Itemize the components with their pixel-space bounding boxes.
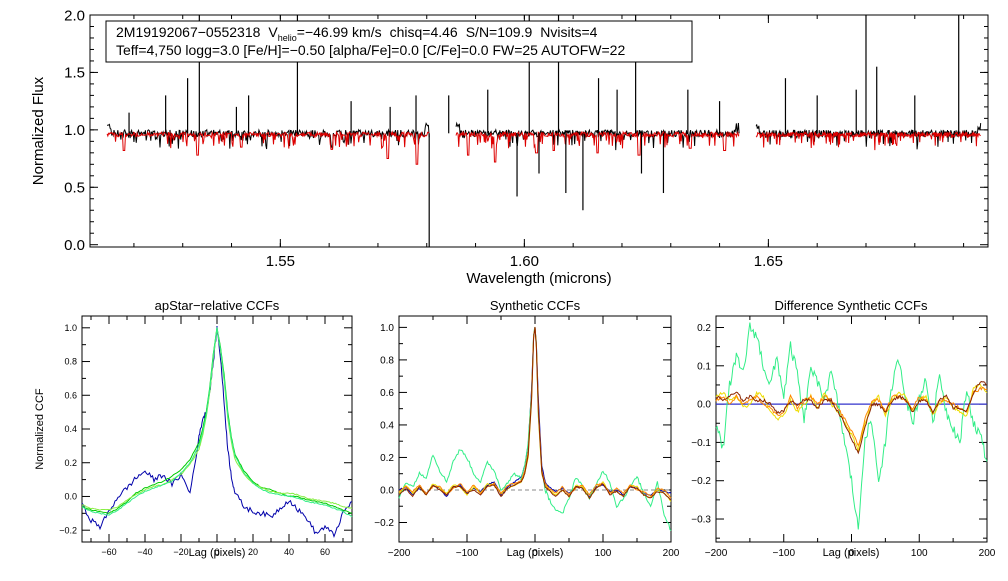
info-box: 2M19192067−0552318 Vhelio=−46.99 km/s chis…: [105, 20, 693, 63]
vhelio-value: =−46.99 km/s: [297, 24, 382, 40]
ccf3-ticks: −200 −100 0 100 200 −0.3 −0.2 −0.1 0.0 0.1 0.2: [691, 316, 996, 559]
ccf3-xtick-label: 100: [911, 548, 928, 559]
ccf1-xtick-label: 0: [214, 547, 219, 557]
spectrum-ticks: 1.55 1.60 1.65 0.0 0.5 1.0 1.5 2.0: [64, 7, 988, 270]
ccf3-title: Difference Synthetic CCFs: [775, 298, 928, 313]
ccf3-series-3: [715, 383, 988, 452]
ccf1-ytick-label: 0.2: [64, 458, 77, 468]
ccf1-series-1: [81, 325, 353, 538]
ccf3-lines: [715, 322, 988, 530]
spectrum-ytick-label: 1.0: [64, 122, 85, 139]
vhelio-subscript: helio: [278, 33, 297, 43]
ccf3-xtick-label: 0: [849, 548, 855, 559]
spectrum-xtick-label: 1.55: [266, 253, 295, 270]
ccf3-series-2: [715, 322, 988, 530]
nvisits-label: Nvisits=4: [540, 24, 597, 40]
ccf3-ytick-label: −0.3: [691, 515, 711, 526]
ccf3-xtick-label: −100: [772, 548, 795, 559]
star-id: 2M19192067−0552318: [116, 24, 261, 40]
observed-spectrum-chip-3: [755, 123, 982, 150]
ccf1-xtick-label: 20: [248, 547, 258, 557]
ccf1-xtick-label: −60: [101, 547, 116, 557]
model-spectrum-chip-2: [455, 130, 740, 163]
ccf2-series-5: [398, 326, 672, 501]
ccf2-xtick-label: −200: [388, 548, 411, 559]
ccf2-axes-frame: [398, 315, 672, 543]
ccf3-ytick-label: 0.0: [697, 400, 711, 411]
ccf1-xlabel: Lag (pixels): [189, 547, 246, 559]
ccf2-xtick-label: 100: [595, 548, 612, 559]
ccf3-xlabel: Lag (pixels): [823, 547, 880, 559]
info-box-frame: [105, 20, 693, 63]
ccf2-ytick-label: 0.4: [380, 420, 394, 431]
ccf3-ytick-label: 0.1: [697, 361, 711, 372]
ccf1-xtick-label: 60: [320, 547, 330, 557]
ccf2-series-3: [398, 327, 672, 502]
ccf2-ytick-label: −0.2: [374, 518, 394, 529]
ccf3-ytick-label: −0.2: [691, 476, 711, 487]
sn-label: S/N=109.9: [466, 24, 533, 40]
ccf2-ytick-label: 0.8: [380, 355, 394, 366]
vhelio-symbol: V: [268, 24, 278, 40]
ccf1-ylabel: Normalized CCF: [34, 388, 46, 470]
ccf-panel-apstar: apStar−relative CCFs −60 −40 −20 0 20 40 60 −0.…: [34, 298, 353, 559]
spectrum-axes-frame: [89, 14, 989, 248]
spectrum-ylabel: Normalized Flux: [30, 76, 47, 185]
ccf1-ytick-label: −0.2: [59, 525, 77, 535]
ccf1-ytick-label: 0.0: [64, 492, 77, 502]
model-spectrum-chip-1: [106, 130, 430, 165]
ccf3-ytick-label: −0.1: [691, 438, 711, 449]
ccf1-axes-frame: [81, 315, 353, 543]
ccf1-xtick-label: −40: [137, 547, 152, 557]
spectrum-xtick-label: 1.60: [510, 253, 539, 270]
ccf2-ytick-label: 0.2: [380, 453, 394, 464]
ccf1-series-2: [81, 328, 353, 514]
spectrum-ytick-label: 0.5: [64, 180, 85, 197]
ccf1-series-4: [81, 327, 353, 518]
ccf2-xtick-label: 200: [663, 548, 680, 559]
ccf1-xtick-label: 40: [284, 547, 294, 557]
model-spectrum-chip-3: [755, 130, 981, 151]
spectrum-panel: 1.55 1.60 1.65 0.0 0.5 1.0 1.5 2.0 2M19192067−0…: [30, 7, 989, 287]
ccf1-ytick-label: 0.6: [64, 390, 77, 400]
ccf3-series-4: [715, 386, 988, 447]
ccf-panel-difference: Difference Synthetic CCFs −200 −100 0 100 20…: [691, 298, 996, 559]
info-line-1: 2M19192067−0552318 Vhelio=−46.99 km/s chis…: [116, 24, 598, 43]
info-line-2: Teff=4,750 logg=3.0 [Fe/H]=−0.50 [alpha/…: [116, 42, 625, 58]
ccf1-ytick-label: 1.0: [64, 323, 77, 333]
ccf1-series-3: [81, 327, 353, 511]
ccf2-ticks: −200 −100 0 100 200 −0.2 0.0 0.2 0.4 0.6 0.8 1.0: [374, 316, 680, 559]
ccf2-xtick-label: 0: [532, 548, 538, 559]
ccf3-xtick-label: 200: [979, 548, 996, 559]
ccf1-title: apStar−relative CCFs: [155, 298, 280, 313]
ccf1-ytick-label: 0.8: [64, 357, 77, 367]
ccf2-ytick-label: 0.6: [380, 388, 394, 399]
ccf3-xtick-label: −200: [705, 548, 728, 559]
chisq-label: chisq=4.46: [390, 24, 458, 40]
ccf2-series-4: [398, 326, 672, 499]
spectrum-xtick-label: 1.65: [754, 253, 783, 270]
ccf2-xtick-label: −100: [456, 548, 479, 559]
ccf2-xlabel: Lag (pixels): [507, 547, 564, 559]
observed-spectrum-chip-1: [106, 122, 430, 150]
ccf1-lines: [81, 325, 353, 538]
ccf2-ytick-label: 1.0: [380, 323, 394, 334]
ccf1-xtick-label: −20: [173, 547, 188, 557]
ccf3-series-5: [715, 381, 988, 455]
spectrum-ytick-label: 2.0: [64, 7, 85, 24]
ccf2-series-2: [398, 326, 672, 531]
ccf-panel-synthetic: Synthetic CCFs −200 −100 0 100 200 −0.2 0.0 0.2…: [374, 298, 680, 559]
spectrum-xlabel: Wavelength (microns): [466, 270, 611, 287]
spectrum-ytick-label: 1.5: [64, 65, 85, 82]
ccf1-ytick-label: 0.4: [64, 424, 77, 434]
ccf1-ticks: −60 −40 −20 0 20 40 60 −0.2 0.0 0.2 0.4 0.6 0.8 1.0: [59, 316, 352, 557]
ccf2-lines: [398, 326, 672, 531]
spectrum-ytick-label: 0.0: [64, 237, 85, 254]
ccf2-ytick-label: 0.0: [380, 485, 394, 496]
ccf3-axes-frame: [715, 315, 988, 543]
ccf2-title: Synthetic CCFs: [490, 298, 581, 313]
ccf3-ytick-label: 0.2: [697, 323, 711, 334]
